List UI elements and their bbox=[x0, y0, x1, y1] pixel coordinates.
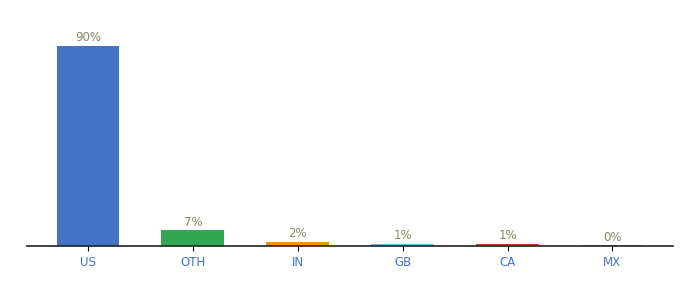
Bar bbox=[581, 245, 644, 246]
Bar bbox=[476, 244, 539, 246]
Text: 1%: 1% bbox=[498, 229, 517, 242]
Text: 90%: 90% bbox=[75, 32, 101, 44]
Text: 2%: 2% bbox=[288, 227, 307, 240]
Bar bbox=[267, 242, 329, 246]
Text: 7%: 7% bbox=[184, 216, 202, 229]
Bar bbox=[371, 244, 434, 246]
Text: 1%: 1% bbox=[393, 229, 412, 242]
Bar bbox=[161, 230, 224, 246]
Text: 0%: 0% bbox=[603, 231, 622, 244]
Bar bbox=[56, 46, 120, 246]
